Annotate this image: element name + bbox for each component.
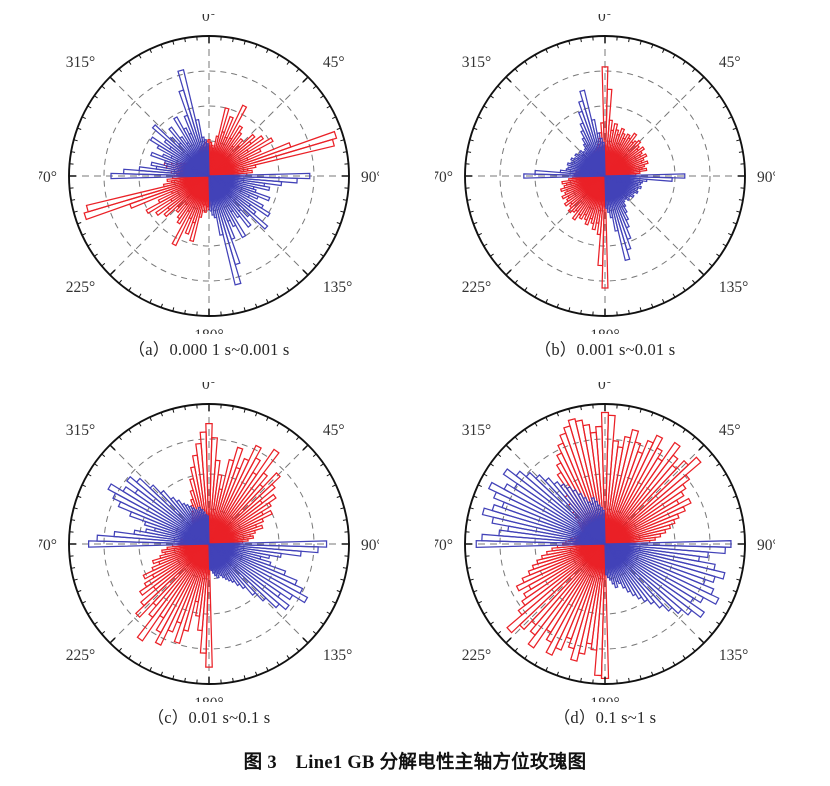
angle-label-0deg: 0° xyxy=(598,14,612,25)
polar-ticks xyxy=(465,404,745,684)
angle-label-90deg: 90° xyxy=(757,169,775,186)
angle-label-315deg: 315° xyxy=(66,422,95,439)
panel-d-caption: （d）0.1 s~1 s xyxy=(553,708,657,727)
rose-series-blue-axis xyxy=(110,69,311,286)
panel-c: 0° 45° 90° 135° 180° 225° 270° 315° （c）0.01 s~0… xyxy=(24,382,394,747)
rose-bar xyxy=(199,431,210,545)
angle-label-270deg: 270° xyxy=(435,169,453,186)
panel-c-plot: 0° 45° 90° 135° 180° 225° 270° 315° xyxy=(39,382,379,702)
angle-label-225deg: 225° xyxy=(462,647,491,664)
angle-label-270deg: 270° xyxy=(39,537,57,554)
angle-label-45deg: 45° xyxy=(719,422,741,439)
angle-label-45deg: 45° xyxy=(323,422,345,439)
rose-bar xyxy=(604,543,609,576)
angle-label-90deg: 90° xyxy=(361,169,379,186)
rose-bar xyxy=(601,509,606,545)
panel-b-caption: （b）0.001 s~0.01 s xyxy=(534,340,676,359)
angle-label-135deg: 135° xyxy=(323,279,352,296)
rose-bar xyxy=(601,141,606,177)
angle-label-180deg: 180° xyxy=(194,327,223,334)
rose-bar xyxy=(206,515,210,545)
angle-label-270deg: 270° xyxy=(435,537,453,554)
polar-ticks xyxy=(69,404,349,684)
angle-label-0deg: 0° xyxy=(202,14,216,25)
angle-label-45deg: 45° xyxy=(323,54,345,71)
rose-bar xyxy=(595,425,606,545)
angle-label-315deg: 315° xyxy=(462,54,491,71)
rose-bar xyxy=(208,138,336,177)
rose-chart-d: 0° 45° 90° 135° 180° 225° 270° 315° xyxy=(435,382,775,702)
rose-chart-a: 0° 45° 90° 135° 180° 225° 270° 315° xyxy=(39,14,379,334)
angle-label-90deg: 90° xyxy=(757,537,775,554)
angle-label-135deg: 135° xyxy=(323,647,352,664)
figure-title: 图 3 Line1 GB 分解电性主轴方位玫瑰图 xyxy=(243,753,587,773)
rose-series-blue-axis xyxy=(88,475,328,611)
angle-label-180deg: 180° xyxy=(590,695,619,702)
angle-label-180deg: 180° xyxy=(590,327,619,334)
rose-bar xyxy=(208,543,212,570)
panel-d-plot: 0° 45° 90° 135° 180° 225° 270° 315° xyxy=(435,382,775,702)
angle-label-225deg: 225° xyxy=(66,279,95,296)
angle-label-225deg: 225° xyxy=(462,279,491,296)
panel-b: 0° 45° 90° 135° 180° 225° 270° 315° （b）0.001 s~… xyxy=(420,14,790,379)
panel-c-caption: （c）0.01 s~0.1 s xyxy=(147,708,271,727)
angle-label-0deg: 0° xyxy=(202,382,216,393)
polar-ticks xyxy=(465,36,745,316)
angle-label-180deg: 180° xyxy=(194,695,223,702)
rose-series-blue-axis xyxy=(523,89,686,262)
angle-label-315deg: 315° xyxy=(462,422,491,439)
panel-b-plot: 0° 45° 90° 135° 180° 225° 270° 315° xyxy=(435,14,775,334)
angle-label-270deg: 270° xyxy=(39,169,57,186)
angle-label-0deg: 0° xyxy=(598,382,612,393)
rose-chart-b: 0° 45° 90° 135° 180° 225° 270° 315° xyxy=(435,14,775,334)
angle-label-135deg: 135° xyxy=(719,279,748,296)
panel-a: 0° 45° 90° 135° 180° 225° 270° 315° （a）0.000 1 … xyxy=(24,14,394,379)
angle-label-225deg: 225° xyxy=(66,647,95,664)
rose-chart-c: 0° 45° 90° 135° 180° 225° 270° 315° xyxy=(39,382,379,702)
rose-bar xyxy=(604,175,609,209)
rose-series-blue-axis xyxy=(475,468,732,619)
angle-label-90deg: 90° xyxy=(361,537,379,554)
panel-a-plot: 0° 45° 90° 135° 180° 225° 270° 315° xyxy=(39,14,379,334)
angle-label-315deg: 315° xyxy=(66,54,95,71)
rose-bar xyxy=(205,143,210,177)
angle-label-135deg: 135° xyxy=(719,647,748,664)
angle-label-45deg: 45° xyxy=(719,54,741,71)
rose-bar xyxy=(85,175,210,213)
rose-bar xyxy=(208,175,213,212)
panel-d: 0° 45° 90° 135° 180° 225° 270° 315° （d）0.1 s~1 … xyxy=(420,382,790,747)
polar-ticks xyxy=(69,36,349,316)
panel-a-caption: （a）0.000 1 s~0.001 s xyxy=(128,340,290,359)
